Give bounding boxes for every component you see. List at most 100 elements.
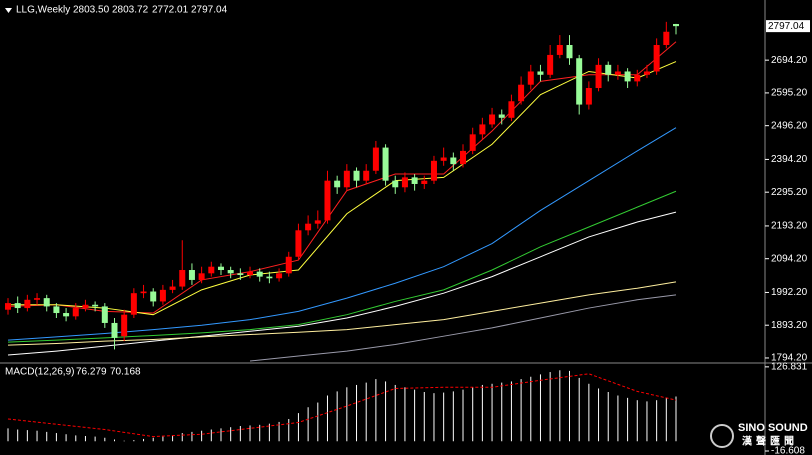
candle-body bbox=[159, 289, 166, 302]
candle-body bbox=[576, 58, 583, 105]
candle-body bbox=[527, 71, 534, 85]
candle-body bbox=[343, 170, 350, 188]
candle-body bbox=[314, 220, 321, 224]
y-tick-label: 2394.20 bbox=[771, 154, 808, 165]
y-tick-label: 2295.20 bbox=[771, 187, 808, 198]
candle-body bbox=[673, 23, 679, 27]
moving-average bbox=[7, 41, 677, 314]
candle-body bbox=[382, 147, 389, 181]
candle-body bbox=[450, 157, 457, 165]
candle-body bbox=[489, 114, 496, 125]
y-tick-label: 2193.20 bbox=[771, 221, 808, 232]
candle-body bbox=[353, 170, 360, 181]
candle-body bbox=[82, 304, 89, 309]
signal-line bbox=[7, 373, 677, 438]
macd-value: 76.279 bbox=[76, 367, 107, 378]
menu-arrow[interactable] bbox=[5, 8, 12, 13]
candle-body bbox=[324, 180, 331, 221]
y-tick-label: 1992.20 bbox=[771, 287, 808, 298]
y-tick-label: 2595.20 bbox=[771, 88, 808, 99]
candle-body bbox=[24, 299, 31, 309]
candle-body bbox=[663, 31, 670, 46]
candle-body bbox=[547, 54, 554, 75]
moving-average bbox=[7, 127, 677, 341]
y-tick-label: 1794.20 bbox=[771, 353, 808, 364]
candle-body bbox=[469, 134, 476, 151]
candle-body bbox=[566, 45, 573, 59]
candle-body bbox=[101, 306, 108, 323]
candle-body bbox=[179, 270, 186, 287]
candle-body bbox=[169, 286, 176, 290]
ohlc-open: 2803.50 bbox=[73, 5, 110, 16]
candle-body bbox=[653, 45, 660, 72]
candle-body bbox=[256, 271, 263, 277]
candle-body bbox=[479, 124, 486, 135]
candle-body bbox=[643, 71, 650, 75]
candle-body bbox=[518, 84, 525, 102]
candle-body bbox=[508, 101, 515, 118]
moving-average bbox=[7, 281, 677, 346]
candle-body bbox=[430, 160, 437, 181]
candle-body bbox=[460, 150, 467, 165]
candle-body bbox=[614, 71, 621, 75]
candle-body bbox=[624, 71, 631, 82]
candle-body bbox=[285, 256, 292, 274]
candle-body bbox=[498, 114, 505, 118]
y-tick-label: 2094.20 bbox=[771, 253, 808, 264]
candle-body bbox=[188, 270, 195, 280]
moving-average bbox=[7, 211, 677, 356]
candle-body bbox=[392, 180, 399, 188]
candle-body bbox=[111, 322, 118, 338]
candle-body bbox=[150, 291, 157, 302]
candle-body bbox=[634, 74, 641, 82]
price-tag-label: 2797.04 bbox=[768, 21, 805, 32]
candle-body bbox=[217, 266, 224, 271]
candle-body bbox=[440, 157, 447, 161]
candle-body bbox=[556, 45, 563, 55]
symbol: LLG,Weekly bbox=[16, 5, 70, 16]
candle-body bbox=[305, 223, 312, 231]
candle-body bbox=[585, 88, 592, 105]
candle-body bbox=[276, 273, 283, 279]
y-tick-label: 2694.20 bbox=[771, 55, 808, 66]
y-tick-label: 2496.20 bbox=[771, 120, 808, 131]
ohlc-low: 2772.01 bbox=[152, 5, 189, 16]
candle-body bbox=[92, 304, 99, 307]
candle-body bbox=[595, 64, 602, 89]
candle-body bbox=[363, 170, 370, 181]
candle-body bbox=[14, 303, 21, 309]
candle-body bbox=[411, 177, 418, 184]
candle-body bbox=[208, 266, 215, 274]
candle-body bbox=[237, 273, 244, 275]
macd-title: MACD(12,26,9) bbox=[5, 367, 74, 378]
moving-average bbox=[8, 61, 677, 316]
candle-body bbox=[605, 64, 612, 75]
candle-body bbox=[34, 298, 41, 300]
candle-body bbox=[140, 291, 147, 294]
moving-average bbox=[249, 294, 677, 362]
candle-body bbox=[537, 71, 544, 75]
candle-body bbox=[421, 180, 428, 184]
watermark: SINO SOUND 漢聲匯聞 bbox=[710, 422, 808, 448]
candle-body bbox=[63, 313, 70, 317]
y-tick-label: 126.831 bbox=[771, 361, 808, 372]
candle-body bbox=[401, 177, 408, 188]
candle-body bbox=[266, 276, 273, 279]
y-tick-label: 1893.20 bbox=[771, 320, 808, 331]
candle-body bbox=[247, 271, 254, 275]
y-tick-label: -16.608 bbox=[771, 446, 805, 455]
candle-body bbox=[53, 306, 60, 314]
candle-body bbox=[372, 147, 379, 171]
price-tag bbox=[766, 20, 810, 33]
candle-body bbox=[295, 230, 302, 257]
ohlc-high: 2803.72 bbox=[112, 5, 149, 16]
watermark-chinese: 漢聲匯聞 bbox=[742, 435, 798, 448]
moving-average bbox=[7, 190, 677, 343]
candle-body bbox=[121, 314, 128, 337]
candle-body bbox=[227, 270, 234, 274]
candle-body bbox=[5, 303, 11, 310]
candle-body bbox=[334, 180, 341, 188]
